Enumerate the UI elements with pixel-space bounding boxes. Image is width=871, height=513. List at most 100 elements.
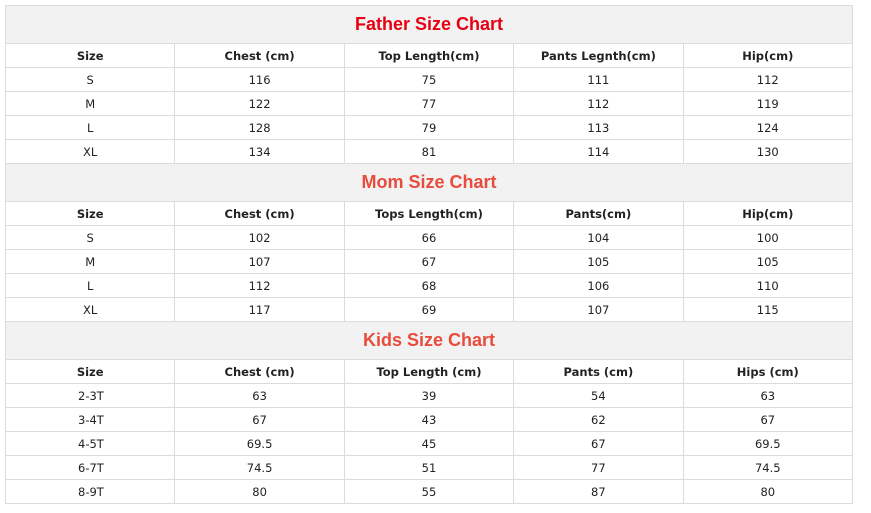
measurement-cell: 115 [682, 297, 854, 322]
measurement-cell: 75 [343, 67, 515, 92]
column-header: Hips (cm) [682, 359, 854, 384]
measurement-cell: 117 [174, 297, 345, 322]
column-header: Hip(cm) [682, 43, 854, 68]
kids-size-chart-title: Kids Size Chart [5, 321, 853, 360]
size-cell: 4-5T [4, 431, 176, 456]
measurement-cell: 74.5 [682, 455, 854, 480]
table-row: 3-4T 67 43 62 67 [4, 407, 854, 432]
measurement-cell: 39 [343, 383, 515, 408]
table-row: M 107 67 105 105 [4, 249, 854, 274]
measurement-cell: 112 [682, 67, 854, 92]
size-cell: XL [4, 297, 176, 322]
measurement-cell: 87 [513, 479, 684, 504]
size-cell: M [4, 91, 176, 116]
measurement-cell: 113 [513, 115, 684, 140]
table-row: S 116 75 111 112 [4, 67, 854, 92]
father-title-row: Father Size Chart [5, 5, 853, 44]
mom-header-row: Size Chest (cm) Tops Length(cm) Pants(cm) Hi… [4, 201, 854, 226]
measurement-cell: 111 [513, 67, 684, 92]
mom-title-row: Mom Size Chart [5, 163, 853, 202]
kids-title-row: Kids Size Chart [5, 321, 853, 360]
table-row: L 128 79 113 124 [4, 115, 854, 140]
column-header: Top Length(cm) [343, 43, 515, 68]
measurement-cell: 67 [513, 431, 684, 456]
measurement-cell: 69.5 [682, 431, 854, 456]
measurement-cell: 63 [174, 383, 345, 408]
measurement-cell: 110 [682, 273, 854, 298]
size-cell: 8-9T [4, 479, 176, 504]
measurement-cell: 114 [513, 139, 684, 164]
size-cell: L [4, 115, 176, 140]
size-cell: S [4, 67, 176, 92]
measurement-cell: 107 [174, 249, 345, 274]
column-header: Chest (cm) [174, 359, 345, 384]
column-header: Pants Legnth(cm) [513, 43, 684, 68]
column-header: Size [4, 201, 176, 226]
table-row: S 102 66 104 100 [4, 225, 854, 250]
measurement-cell: 66 [343, 225, 515, 250]
measurement-cell: 77 [343, 91, 515, 116]
measurement-cell: 63 [682, 383, 854, 408]
measurement-cell: 128 [174, 115, 345, 140]
measurement-cell: 55 [343, 479, 515, 504]
measurement-cell: 67 [343, 249, 515, 274]
measurement-cell: 130 [682, 139, 854, 164]
measurement-cell: 62 [513, 407, 684, 432]
size-cell: S [4, 225, 176, 250]
measurement-cell: 124 [682, 115, 854, 140]
table-row: XL 134 81 114 130 [4, 139, 854, 164]
measurement-cell: 134 [174, 139, 345, 164]
measurement-cell: 105 [513, 249, 684, 274]
measurement-cell: 81 [343, 139, 515, 164]
mom-size-chart-title: Mom Size Chart [5, 163, 853, 202]
size-cell: M [4, 249, 176, 274]
size-cell: 2-3T [4, 383, 176, 408]
measurement-cell: 45 [343, 431, 515, 456]
column-header: Tops Length(cm) [343, 201, 515, 226]
table-row: 6-7T 74.5 51 77 74.5 [4, 455, 854, 480]
table-row: XL 117 69 107 115 [4, 297, 854, 322]
table-row: 2-3T 63 39 54 63 [4, 383, 854, 408]
measurement-cell: 67 [174, 407, 345, 432]
size-cell: L [4, 273, 176, 298]
measurement-cell: 104 [513, 225, 684, 250]
column-header: Chest (cm) [174, 43, 345, 68]
measurement-cell: 112 [513, 91, 684, 116]
column-header: Size [4, 359, 176, 384]
size-chart-table: Father Size Chart Size Chest (cm) Top Lengt… [4, 5, 854, 504]
measurement-cell: 51 [343, 455, 515, 480]
table-row: L 112 68 106 110 [4, 273, 854, 298]
measurement-cell: 43 [343, 407, 515, 432]
measurement-cell: 116 [174, 67, 345, 92]
table-row: M 122 77 112 119 [4, 91, 854, 116]
table-row: 8-9T 80 55 87 80 [4, 479, 854, 504]
size-cell: 6-7T [4, 455, 176, 480]
measurement-cell: 112 [174, 273, 345, 298]
measurement-cell: 68 [343, 273, 515, 298]
column-header: Hip(cm) [682, 201, 854, 226]
column-header: Chest (cm) [174, 201, 345, 226]
measurement-cell: 67 [682, 407, 854, 432]
measurement-cell: 74.5 [174, 455, 345, 480]
measurement-cell: 77 [513, 455, 684, 480]
measurement-cell: 100 [682, 225, 854, 250]
column-header: Size [4, 43, 176, 68]
measurement-cell: 119 [682, 91, 854, 116]
kids-header-row: Size Chest (cm) Top Length (cm) Pants (cm) H… [4, 359, 854, 384]
measurement-cell: 54 [513, 383, 684, 408]
table-row: 4-5T 69.5 45 67 69.5 [4, 431, 854, 456]
measurement-cell: 69 [343, 297, 515, 322]
measurement-cell: 79 [343, 115, 515, 140]
column-header: Pants (cm) [513, 359, 684, 384]
measurement-cell: 80 [174, 479, 345, 504]
measurement-cell: 102 [174, 225, 345, 250]
size-cell: XL [4, 139, 176, 164]
column-header: Pants(cm) [513, 201, 684, 226]
size-cell: 3-4T [4, 407, 176, 432]
measurement-cell: 80 [682, 479, 854, 504]
measurement-cell: 69.5 [174, 431, 345, 456]
father-size-chart-title: Father Size Chart [5, 5, 853, 44]
measurement-cell: 105 [682, 249, 854, 274]
measurement-cell: 106 [513, 273, 684, 298]
measurement-cell: 107 [513, 297, 684, 322]
